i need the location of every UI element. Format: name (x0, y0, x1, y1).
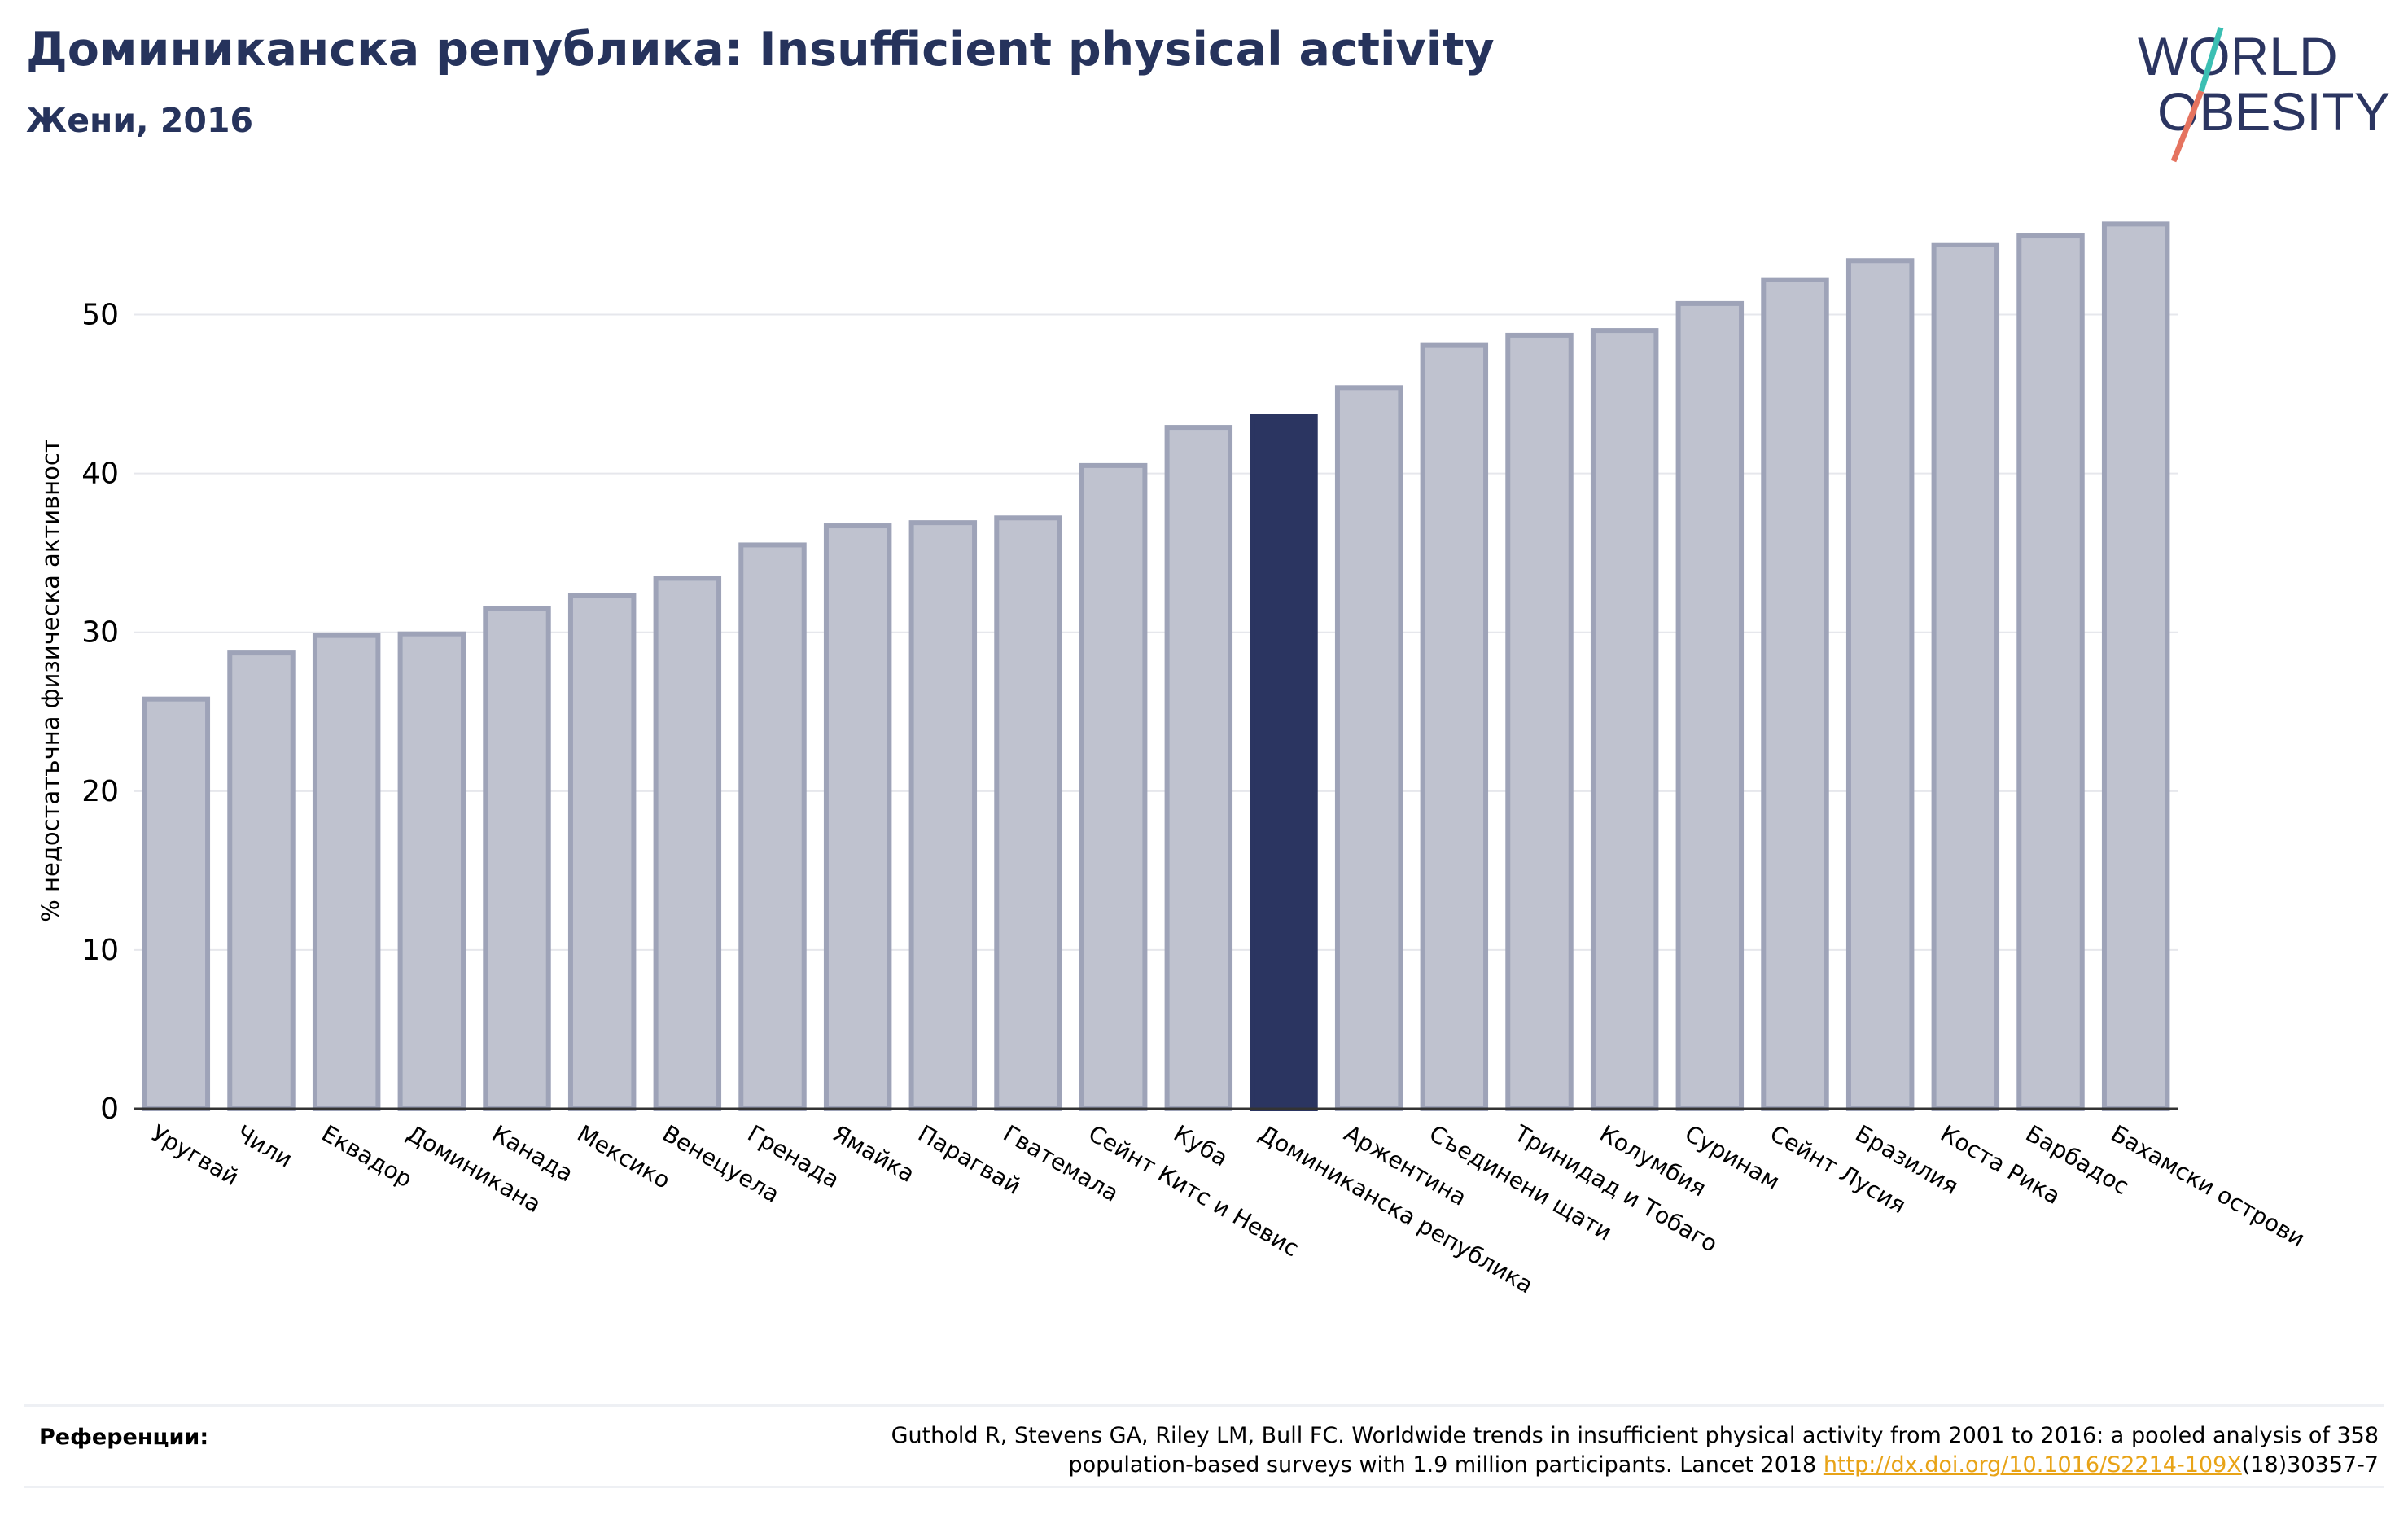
divider-top (24, 1404, 2384, 1407)
logo-slash-red (2170, 90, 2204, 163)
bar (908, 520, 978, 1111)
world-obesity-logo: WORLD OBESITY (2138, 26, 2390, 163)
bar (312, 633, 381, 1111)
y-tick-label: 30 (81, 616, 119, 650)
bar (397, 631, 466, 1111)
bar (1505, 332, 1574, 1112)
bar (1761, 277, 1829, 1112)
bar (2016, 233, 2085, 1111)
y-tick-labels: 0 10 20 30 40 50 (81, 299, 119, 1126)
bar (1590, 328, 1659, 1111)
bar (1079, 462, 1148, 1111)
page-subtitle: Жени, 2016 (26, 101, 254, 140)
y-tick-label: 40 (81, 458, 119, 491)
bar (1334, 385, 1403, 1111)
logo-line1: WORLD (2138, 26, 2338, 86)
bar (227, 650, 296, 1111)
references-line1: Guthold R, Stevens GA, Riley LM, Bull FC… (891, 1423, 2379, 1448)
divider-bottom (24, 1486, 2384, 1488)
bar (823, 523, 892, 1111)
bars (142, 221, 2170, 1112)
bar (994, 515, 1062, 1111)
references-text: Guthold R, Stevens GA, Riley LM, Bull FC… (891, 1421, 2379, 1480)
x-tick-label: Бахамски острови (2106, 1119, 2309, 1252)
bar (1845, 258, 1915, 1111)
bar (1164, 425, 1233, 1111)
x-tick-label: Уругвай (147, 1119, 243, 1191)
x-tick-label: Ямайка (828, 1119, 919, 1188)
bar (1931, 242, 2000, 1112)
bar (653, 576, 722, 1111)
bar (483, 606, 551, 1111)
x-tick-label: Куба (1169, 1119, 1232, 1171)
y-tick-label: 10 (81, 934, 119, 967)
bar (1675, 300, 1745, 1111)
x-tick-label: Мексико (572, 1119, 675, 1194)
bar-highlighted (1250, 414, 1318, 1111)
y-tick-label: 50 (81, 299, 119, 332)
logo-slash-teal (2198, 26, 2224, 93)
x-tick-label: Еквадор (317, 1119, 417, 1193)
references-label: Референции: (39, 1425, 209, 1450)
references-line2: population-based surveys with 1.9 millio… (891, 1451, 2379, 1480)
references-line2-suffix: (18)30357-7 (2241, 1452, 2379, 1478)
doi-link[interactable]: http://dx.doi.org/10.1016/S2214-109X (1823, 1452, 2242, 1478)
x-tick-label: Чили (232, 1119, 297, 1172)
y-axis-label: % недостатъчна физическа активност (37, 439, 64, 922)
y-tick-label: 20 (81, 775, 119, 808)
bar (738, 542, 807, 1111)
bar (2101, 221, 2170, 1111)
bar (1420, 342, 1489, 1112)
y-tick-label: 0 (100, 1092, 119, 1126)
bar (142, 696, 211, 1112)
grid-lines (134, 313, 2178, 951)
page-title: Доминиканска република: Insufficient phy… (26, 23, 1495, 77)
bar (567, 593, 637, 1111)
references-line2-prefix: population-based surveys with 1.9 millio… (1068, 1452, 1824, 1478)
